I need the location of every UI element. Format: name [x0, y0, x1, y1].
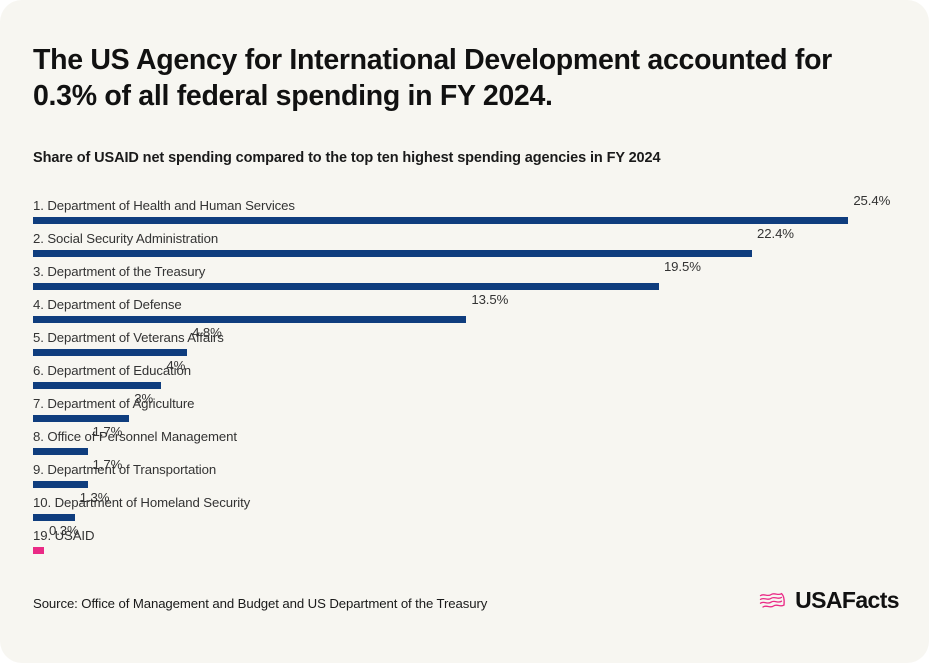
bar-usaid [33, 547, 44, 554]
bar [33, 250, 753, 257]
bar-value-label: 1.3% [79, 490, 110, 505]
usafacts-logo: USAFacts [759, 587, 900, 613]
bar-value-label: 22.4% [757, 226, 794, 241]
bar-row: 1. Department of Health and Human Servic… [33, 193, 898, 231]
bar-category-label: 3. Department of the Treasury [33, 264, 206, 279]
bar-track [33, 415, 130, 422]
bar-track [33, 316, 467, 323]
bar-category-label: 1. Department of Health and Human Servic… [33, 198, 295, 213]
bar-value-label: 1.7% [92, 424, 123, 439]
bar [33, 316, 467, 323]
bar [33, 448, 88, 455]
bar-chart: 1. Department of Health and Human Servic… [33, 193, 898, 563]
bar-value-label: 1.7% [92, 457, 123, 472]
bar-row: 19. USAID 0.3% [33, 523, 898, 561]
bar-track [33, 349, 188, 356]
bar [33, 415, 130, 422]
bar-track [33, 382, 162, 389]
bar-category-label: 2. Social Security Administration [33, 231, 219, 246]
bar-category-label: 5. Department of Veterans Affairs [33, 330, 224, 345]
bar-track [33, 448, 88, 455]
bar-track [33, 250, 753, 257]
usafacts-wordmark: USAFacts [795, 587, 899, 613]
bar [33, 514, 75, 521]
bar-category-label: 6. Department of Education [33, 363, 191, 378]
bar-row: 8. Office of Personnel Management 1.7% [33, 424, 898, 462]
source-note: Source: Office of Management and Budget … [33, 596, 488, 611]
bar-value-label: 4% [166, 358, 186, 373]
bar-category-label: 9. Department of Transportation [33, 462, 217, 477]
bar [33, 283, 659, 290]
bar-row: 7. Department of Agriculture 3% [33, 391, 898, 429]
bar-row: 2. Social Security Administration 22.4% [33, 226, 898, 264]
bar-row: 4. Department of Defense 13.5% [33, 292, 898, 330]
bar-category-label: 19. USAID [33, 528, 95, 543]
bar-value-label: 13.5% [471, 292, 509, 307]
chart-subtitle: Share of USAID net spending compared to … [33, 150, 661, 166]
bar-track [33, 514, 75, 521]
bar-row: 9. Department of Transportation 1.7% [33, 457, 898, 495]
bar-row: 3. Department of the Treasury 19.5% [33, 259, 898, 297]
page-title: The US Agency for International Developm… [33, 44, 832, 112]
bar-category-label: 7. Department of Agriculture [33, 396, 195, 411]
bar-track [33, 283, 659, 290]
bar-track [33, 547, 44, 554]
bar-row: 6. Department of Education 4% [33, 358, 898, 396]
bar-row: 5. Department of Veterans Affairs 4.8% [33, 325, 898, 363]
bar-track [33, 217, 849, 224]
bar [33, 382, 162, 389]
bar-value-label: 0.3% [49, 523, 79, 538]
bar-value-label: 25.4% [853, 193, 891, 208]
bar-category-label: 10. Department of Homeland Security [33, 495, 251, 510]
bar [33, 481, 88, 488]
bar [33, 217, 849, 224]
bar-value-label: 4.8% [192, 325, 222, 340]
bar-category-label: 8. Office of Personnel Management [33, 429, 237, 444]
bar-row: 10. Department of Homeland Security 1.3% [33, 490, 898, 528]
bar [33, 349, 188, 356]
bar-value-label: 19.5% [663, 259, 701, 274]
usafacts-flag-icon [760, 592, 785, 608]
bar-track [33, 481, 88, 488]
bar-value-label: 3% [134, 391, 154, 406]
bar-category-label: 4. Department of Defense [33, 297, 182, 312]
